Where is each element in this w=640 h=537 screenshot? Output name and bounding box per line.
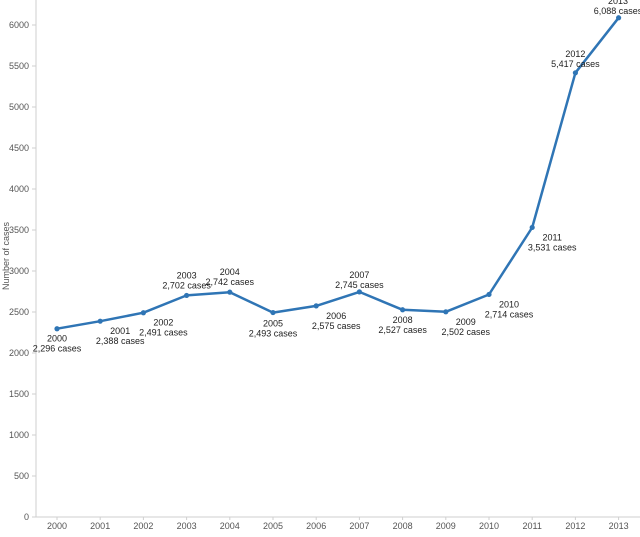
x-tick-label: 2005 — [263, 521, 283, 531]
x-tick-label: 2012 — [565, 521, 585, 531]
axes: Number of cases — [1, 0, 640, 518]
y-tick-label: 5000 — [9, 102, 29, 112]
data-label-year: 2010 — [499, 299, 519, 309]
data-label-year: 2001 — [110, 326, 130, 336]
data-point[interactable] — [140, 310, 146, 316]
data-label-year: 2009 — [456, 317, 476, 327]
y-tick-label: 6000 — [9, 20, 29, 30]
y-tick-label: 2500 — [9, 307, 29, 317]
data-label-year: 2008 — [393, 315, 413, 325]
y-tick-label: 1500 — [9, 389, 29, 399]
data-point[interactable] — [400, 307, 406, 313]
data-label-year: 2013 — [608, 0, 628, 6]
data-points-layer — [54, 15, 622, 332]
y-tick-label: 2000 — [9, 348, 29, 358]
data-label-value: 3,531 cases — [528, 242, 577, 252]
x-tick-label: 2002 — [133, 521, 153, 531]
y-tick-label: 4000 — [9, 184, 29, 194]
data-label-year: 2007 — [349, 270, 369, 280]
data-point[interactable] — [356, 289, 362, 295]
data-label-year: 2005 — [263, 319, 283, 329]
data-label-year: 2000 — [47, 334, 67, 344]
data-label-year: 2011 — [543, 232, 562, 242]
x-tick-label: 2011 — [523, 521, 542, 531]
data-point[interactable] — [443, 309, 449, 315]
data-label-year: 2003 — [177, 270, 197, 280]
data-label-value: 2,493 cases — [249, 329, 298, 339]
y-tick-label: 4500 — [9, 143, 29, 153]
data-label-value: 2,296 cases — [33, 344, 82, 354]
data-label-value: 2,502 cases — [442, 327, 491, 337]
data-label-year: 2002 — [153, 318, 173, 328]
y-tick-label: 0 — [24, 512, 29, 522]
data-label-value: 2,527 cases — [378, 325, 427, 335]
data-point[interactable] — [227, 289, 233, 295]
x-tick-label: 2001 — [90, 521, 110, 531]
series-line — [56, 17, 620, 330]
data-point[interactable] — [97, 318, 103, 324]
data-point[interactable] — [572, 70, 579, 76]
y-tick-label: 1000 — [9, 430, 29, 440]
data-label-value: 2,745 cases — [335, 280, 384, 290]
data-label-value: 2,742 cases — [206, 277, 255, 287]
x-tick-label: 2009 — [436, 521, 456, 531]
series-line-layer — [56, 17, 620, 330]
tick-marks: 0 500 1000 1500 2000 2500 3000 3500 4000 4500 5000… — [9, 20, 629, 531]
x-tick-label: 2006 — [306, 521, 326, 531]
data-label-value: 2,491 cases — [139, 328, 188, 338]
data-label-value: 6,088 cases — [594, 6, 640, 16]
x-tick-label: 2013 — [609, 521, 629, 531]
y-tick-label: 3500 — [9, 225, 29, 235]
y-axis-title: Number of cases — [1, 221, 11, 290]
x-tick-label: 2008 — [393, 521, 413, 531]
data-label-value: 2,714 cases — [485, 309, 534, 319]
x-tick-label: 2007 — [349, 521, 369, 531]
data-point[interactable] — [54, 326, 60, 332]
x-tick-label: 2004 — [220, 521, 240, 531]
data-label-year: 2012 — [565, 49, 585, 59]
x-tick-label: 2010 — [479, 521, 499, 531]
y-tick-label: 5500 — [9, 61, 29, 71]
data-label-year: 2006 — [326, 311, 346, 321]
data-label-value: 2,702 cases — [162, 280, 211, 290]
y-tick-label: 500 — [14, 471, 29, 481]
data-point[interactable] — [184, 292, 190, 299]
data-label-year: 2004 — [220, 267, 240, 277]
data-point[interactable] — [313, 303, 319, 309]
data-point[interactable] — [486, 291, 492, 298]
data-point[interactable] — [529, 224, 535, 231]
data-label-value: 2,388 cases — [96, 336, 145, 346]
x-tick-label: 2003 — [177, 521, 197, 531]
data-point[interactable] — [270, 309, 276, 316]
x-tick-label: 2000 — [47, 521, 67, 531]
data-label-value: 5,417 cases — [551, 59, 600, 69]
data-label-value: 2,575 cases — [312, 321, 361, 331]
y-tick-label: 3000 — [9, 266, 29, 276]
data-point[interactable] — [616, 15, 622, 21]
